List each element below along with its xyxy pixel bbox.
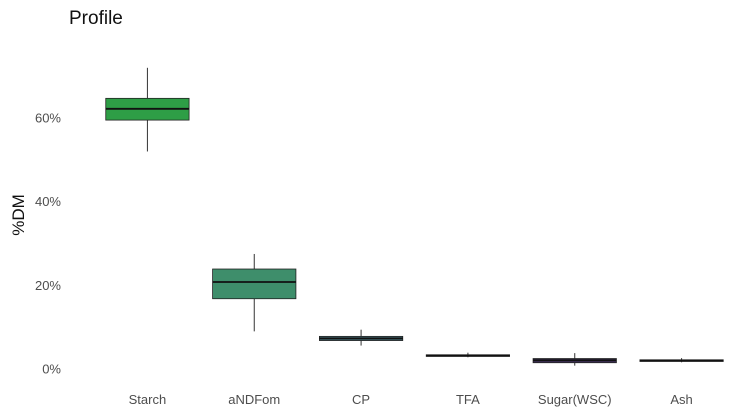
x-tick-labels: Starch aNDFom CP TFA Sugar(WSC) Ash <box>129 392 693 407</box>
box-sugar-wsc- <box>532 353 617 366</box>
boxes <box>105 67 724 366</box>
y-tick-label: 0% <box>42 362 61 377</box>
box-starch <box>105 67 190 152</box>
x-tick-label: CP <box>352 392 370 407</box>
x-tick-label: aNDFom <box>228 392 280 407</box>
y-tick-label: 40% <box>35 194 61 209</box>
box-iqr <box>212 268 297 300</box>
x-tick-label: Sugar(WSC) <box>538 392 612 407</box>
box-tfa <box>425 352 510 358</box>
y-tick-label: 60% <box>35 111 61 126</box>
y-tick-labels: 0% 20% 40% 60% <box>35 111 61 377</box>
box-cp <box>319 329 404 346</box>
box-andfom <box>212 253 297 332</box>
box-ash <box>639 358 724 363</box>
x-tick-label: TFA <box>456 392 480 407</box>
y-axis-label: %DM <box>9 194 28 236</box>
y-tick-label: 20% <box>35 278 61 293</box>
x-tick-label: Ash <box>670 392 692 407</box>
chart-title: Profile <box>69 8 123 29</box>
x-tick-label: Starch <box>129 392 167 407</box>
